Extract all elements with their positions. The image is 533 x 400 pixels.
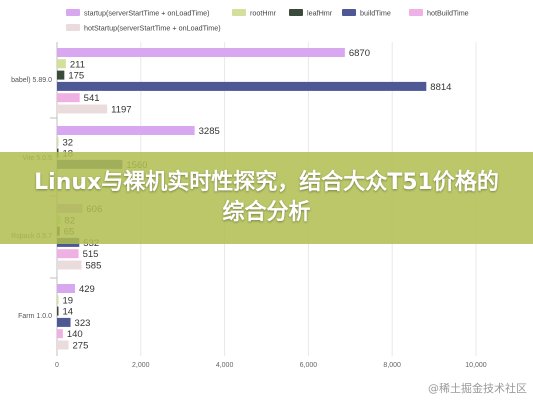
x-axis: 0 2,000 4,000 6,000 8,000 10,000 — [55, 362, 487, 369]
bar-3-1 — [57, 295, 59, 305]
legend-swatch-3 — [342, 9, 356, 16]
data-label-0-4: 541 — [84, 93, 100, 104]
title-banner: Linux与裸机实时性探究，结合大众T51价格的综合分析 — [0, 152, 533, 244]
data-label-0-0: 6870 — [349, 48, 370, 59]
chart-legend: startup(serverStartTime + onLoadTime) roo… — [66, 9, 469, 33]
data-label-1-0: 3285 — [199, 126, 220, 137]
legend-label-5: hotStartup(serverStartTime + onLoadTime) — [84, 24, 221, 33]
data-label-0-1: 211 — [70, 59, 85, 70]
bar-0-2 — [57, 70, 65, 80]
legend-label-1: rootHmr — [250, 9, 277, 18]
y-category-label-0: babel) 5.89.0 — [11, 77, 52, 84]
legend-swatch-5 — [66, 24, 80, 31]
bar-1-1 — [57, 137, 59, 147]
bar-0-5 — [57, 104, 108, 114]
x-tick-label-2: 4,000 — [216, 362, 234, 369]
x-tick-label-5: 10,000 — [465, 362, 487, 369]
x-tick-label-4: 8,000 — [383, 362, 401, 369]
bar-0-3 — [57, 81, 427, 91]
data-label-3-2: 14 — [63, 307, 74, 318]
x-tick-label-3: 6,000 — [300, 362, 318, 369]
legend-swatch-2 — [289, 9, 303, 16]
legend-swatch-0 — [66, 9, 80, 16]
legend-label-3: buildTime — [360, 9, 391, 18]
data-label-0-2: 175 — [68, 71, 84, 82]
bar-0-0 — [57, 48, 345, 57]
data-label-3-3: 323 — [75, 318, 91, 329]
data-label-3-4: 140 — [67, 329, 83, 340]
bar-3-0 — [57, 284, 75, 293]
legend-label-4: hotBuildTime — [427, 9, 469, 18]
data-label-2-4: 515 — [83, 249, 99, 260]
bar-0-4 — [57, 93, 80, 103]
bar-3-3 — [57, 317, 71, 327]
legend-label-2: leafHmr — [307, 9, 333, 18]
bar-3-2 — [57, 306, 59, 316]
y-category-label-3: Farm 1.0.0 — [18, 313, 52, 320]
watermark: @稀土掘金技术社区 — [428, 382, 527, 395]
data-label-2-5: 585 — [86, 261, 102, 272]
bar-2-5 — [57, 260, 82, 270]
bar-2-4 — [57, 249, 79, 259]
data-label-0-3: 8814 — [430, 82, 451, 93]
bar-1-0 — [57, 126, 195, 135]
x-tick-label-0: 0 — [55, 362, 59, 369]
data-label-0-5: 1197 — [111, 105, 131, 116]
legend-label-0: startup(serverStartTime + onLoadTime) — [84, 9, 210, 18]
legend-swatch-4 — [409, 9, 423, 16]
data-label-1-1: 32 — [63, 137, 74, 148]
bar-0-1 — [57, 59, 66, 69]
bar-3-4 — [57, 329, 63, 339]
data-label-3-5: 275 — [73, 341, 89, 352]
banner-title: Linux与裸机实时性探究，结合大众T51价格的综合分析 — [34, 170, 499, 225]
legend-swatch-1 — [232, 9, 246, 16]
data-label-3-1: 19 — [63, 295, 74, 306]
bar-3-5 — [57, 340, 69, 350]
data-label-3-0: 429 — [79, 284, 95, 295]
x-tick-label-1: 2,000 — [132, 362, 150, 369]
